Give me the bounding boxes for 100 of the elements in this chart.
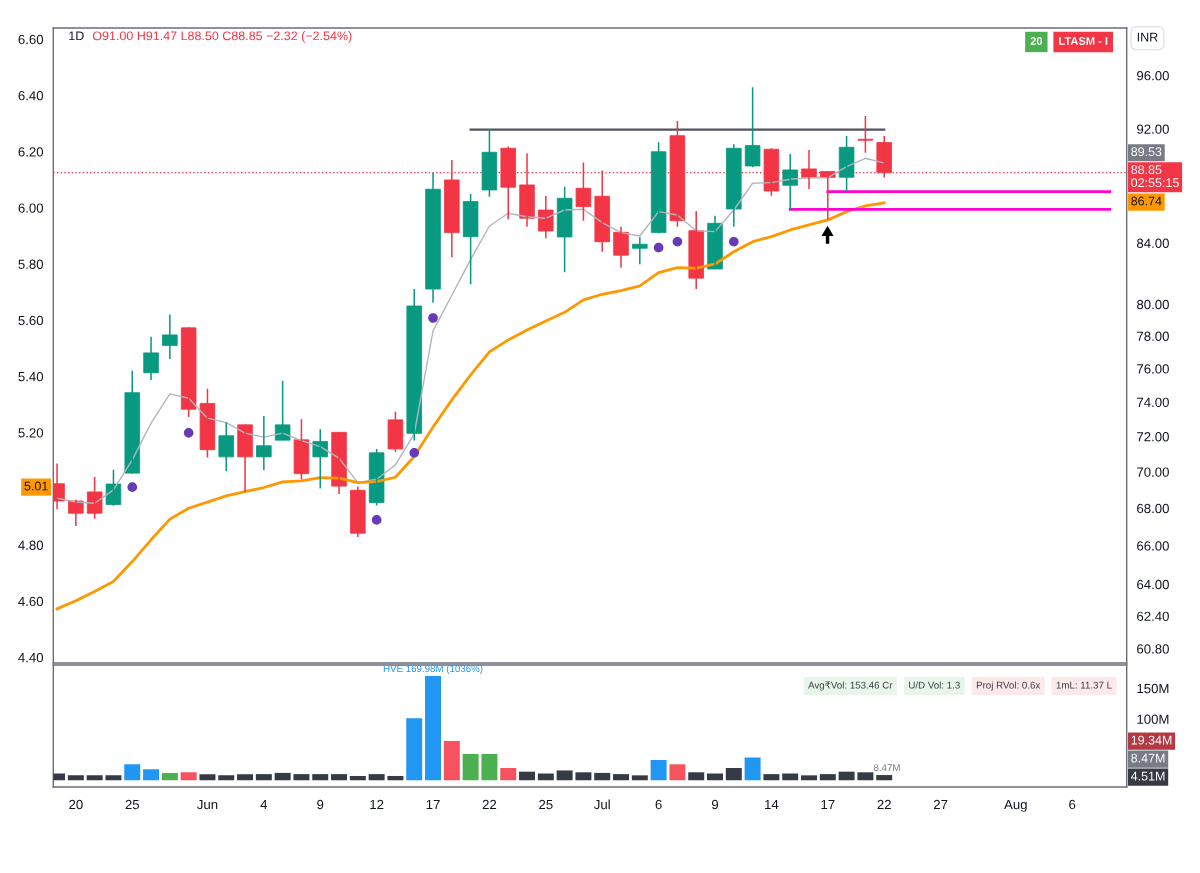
x-tick-label: 17 [821,799,835,810]
annotation: Avg₹Vol: 153.46 Cr [808,681,893,691]
bar [481,753,498,781]
bar [218,775,235,781]
y-tick-label: 96.00 [1137,71,1169,81]
y-tick-label: 60.80 [1137,644,1169,654]
bar [443,741,460,781]
y-tick-label: 80.00 [1137,299,1169,310]
annotation: U/D Vol: 1.3 [909,681,960,689]
bar [819,774,836,781]
ref-line-label: 88.85 02:55:15 [1131,165,1179,188]
y-tick-label: 68.00 [1137,503,1169,514]
x-tick-label: 22 [877,799,891,810]
y2-tick-label: 4.40 [18,652,44,663]
x-tick-label: 14 [765,799,779,810]
bar [387,775,404,781]
candlestick [180,326,197,418]
y-tick-label: 64.00 [1137,579,1169,590]
bar [86,775,103,781]
candlestick [462,193,479,285]
y-axis-title: INR [1137,32,1158,42]
y2-tick-label: 6.00 [18,203,44,213]
y-tick-label: 150M [1137,683,1169,694]
point [428,313,438,323]
bar [406,718,423,781]
x-tick-label: 6 [655,799,662,810]
x-tick-label: 17 [426,799,440,810]
bar [293,774,310,781]
y-tick-label: 92.00 [1137,124,1169,134]
candlestick [481,128,498,198]
candlestick [162,313,178,360]
bar [650,760,667,781]
bar [199,774,216,781]
bar [631,775,648,781]
annotation: 20 [1030,37,1043,45]
bar [105,775,122,781]
candlestick [368,448,385,507]
y2-tick-label: 5.80 [18,259,44,269]
y-tick-label: 70.00 [1137,467,1169,477]
point [729,236,739,247]
candlestick [857,115,874,154]
x-tick-label: Jun [197,799,218,810]
y-tick-label: 62.40 [1137,611,1169,621]
bar [237,774,254,781]
bar [180,772,197,781]
x-tick-label: 12 [370,799,384,810]
annotation: 86.74 [1131,196,1162,206]
candlestick [650,141,667,235]
candlestick [556,185,573,273]
x-tick-label: 27 [933,799,948,810]
annotation: 1mL: 11.37 L [1056,681,1112,689]
annotation: HVE 169.98M (1036%) [383,664,483,674]
point [672,236,683,247]
candlestick [218,421,234,472]
candlestick [387,410,404,453]
annotation: LTASM - I [1059,37,1108,45]
y-tick-label: 84.00 [1137,238,1169,248]
text: 8.47M [1131,753,1165,763]
y-tick-label: 76.00 [1137,364,1169,374]
y-tick-label: 66.00 [1137,541,1169,551]
bar [274,772,291,781]
candlestick [632,236,648,266]
y2-tick-label: 5.40 [18,371,44,382]
candlestick [350,485,366,538]
x-tick-label: 25 [125,799,140,810]
candlestick [199,388,216,459]
candlestick [105,468,122,507]
candlestick [293,418,310,481]
point [371,515,382,525]
x-tick-label: 6 [1069,799,1076,810]
text: 4.51M [1130,771,1165,781]
bar [688,772,705,781]
bar [349,775,366,781]
chart-title: 1D [69,31,84,41]
text: 89.53 [1131,147,1162,157]
bar [857,772,874,781]
point [653,242,664,253]
x-tick-label: 4 [260,799,268,810]
x-tick-label: 9 [711,799,719,810]
bar [876,775,893,781]
bar [161,772,178,781]
bar [519,771,536,781]
y-tick-label: 74.00 [1137,397,1169,408]
annotation: Proj RVol: 0.6x [976,681,1041,691]
y2-tick-label: 5.60 [18,315,44,326]
bar [594,772,611,781]
candlestick [237,423,253,493]
candlestick [256,415,272,471]
y2-tick-label: 4.60 [18,596,44,607]
bar [368,774,385,781]
point [409,448,420,458]
x-tick-label: 20 [69,799,83,810]
candlestick [744,86,761,169]
bar [669,764,686,781]
x-tick-label: 9 [317,799,324,810]
text: 5.01 [24,481,48,491]
bar [462,753,479,781]
point [127,482,138,492]
y-tick-label: 100M [1137,714,1169,724]
text: 19.34M [1131,735,1172,745]
